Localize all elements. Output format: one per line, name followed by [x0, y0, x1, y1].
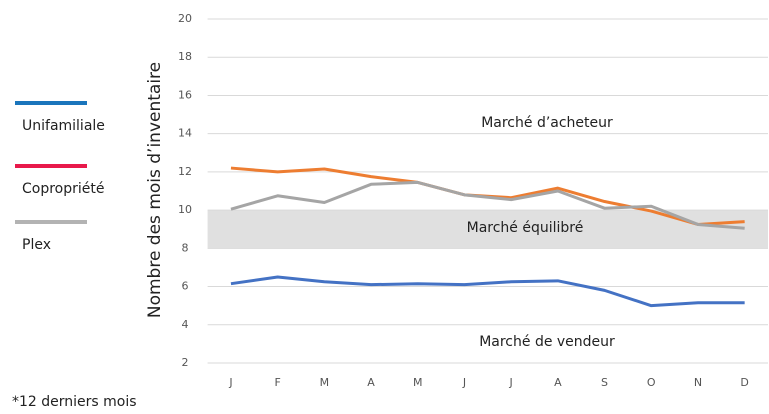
series-line: [230, 180, 745, 230]
x-tick-label: A: [554, 376, 562, 389]
x-tick-label: M: [320, 376, 330, 389]
x-tick-label: S: [601, 376, 608, 389]
x-tick-label: A: [367, 376, 375, 389]
legend-label: Unifamiliale: [22, 118, 105, 134]
y-tick-label: 8: [182, 241, 189, 254]
y-tick-label: 16: [178, 88, 192, 101]
annotation: Marché d’acheteur: [481, 115, 613, 131]
x-tick-label: O: [647, 376, 656, 389]
y-tick-label: 18: [178, 50, 192, 63]
x-tick-label: J: [509, 376, 513, 389]
y-tick-label: 2: [182, 356, 189, 369]
annotation: Marché équilibré: [467, 220, 584, 236]
x-tick-label: N: [694, 376, 702, 389]
y-axis-label: Nombre des mois d’inventaire: [145, 62, 165, 318]
x-tick-label: D: [740, 376, 748, 389]
y-tick-label: 14: [178, 127, 192, 140]
x-tick-label: M: [413, 376, 423, 389]
annotation: Marché de vendeur: [479, 334, 615, 350]
footnote: *12 derniers mois: [12, 394, 137, 410]
x-tick-label: F: [274, 376, 280, 389]
y-tick-label: 12: [178, 165, 192, 178]
y-tick-label: 10: [178, 203, 192, 216]
y-tick-label: 20: [178, 12, 192, 25]
x-tick-label: J: [462, 376, 466, 389]
legend-label: Plex: [22, 237, 51, 253]
y-tick-label: 4: [182, 318, 189, 331]
legend-label: Copropriété: [22, 181, 105, 197]
y-tick-label: 6: [182, 280, 189, 293]
series-line: [230, 275, 745, 308]
x-tick-label: J: [228, 376, 232, 389]
